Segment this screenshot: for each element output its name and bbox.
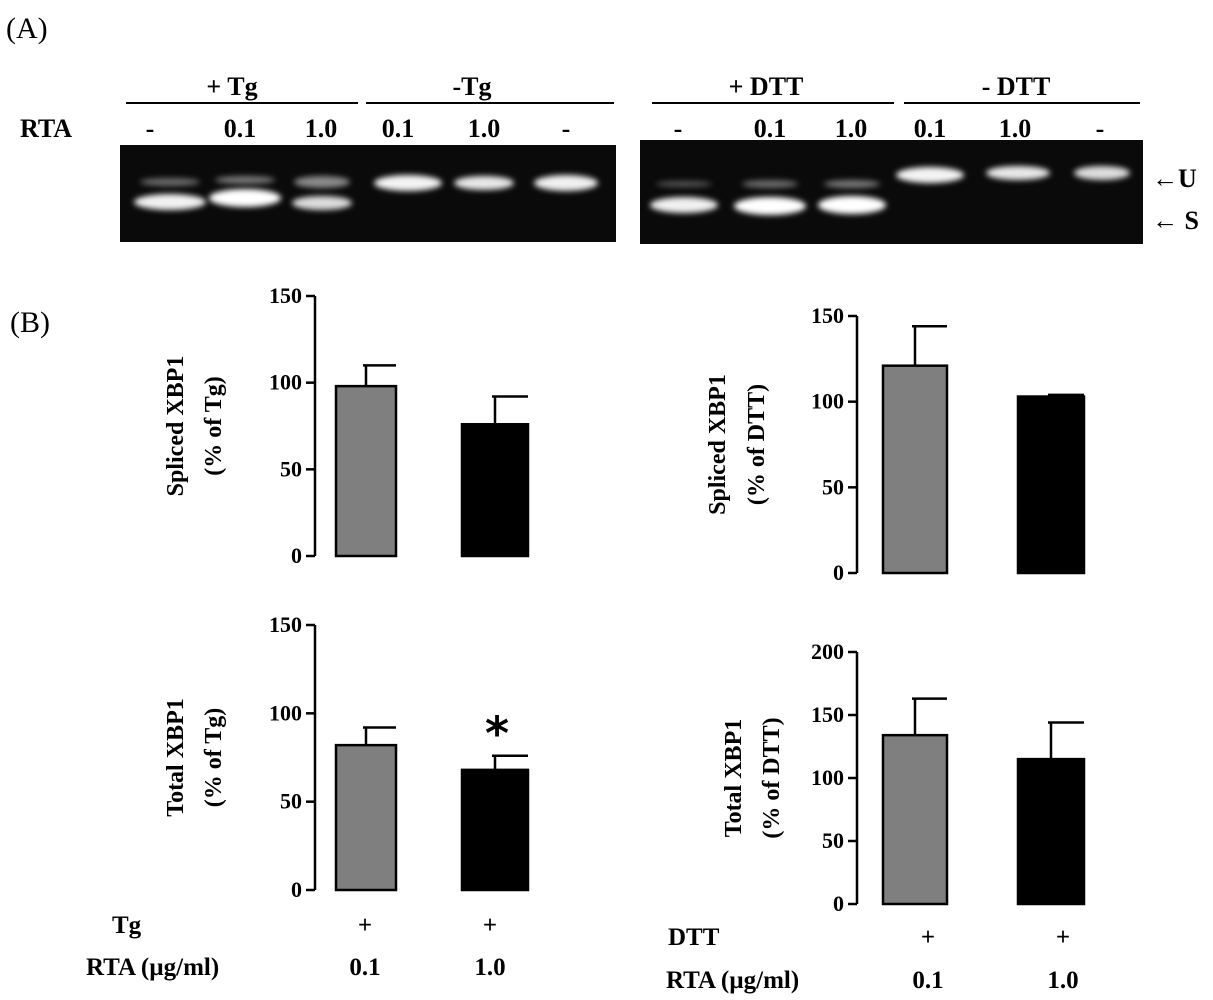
bar <box>1016 757 1086 906</box>
bar <box>881 733 949 906</box>
y-tick-label: 50 <box>280 456 302 481</box>
y-axis-title: (% of DTT) <box>759 717 785 838</box>
bar <box>460 423 530 558</box>
y-tick-label: 100 <box>269 370 302 395</box>
lane-label: 0.1 <box>914 114 947 143</box>
group-label-minus-dtt: - DTT <box>982 72 1051 101</box>
y-tick-label: 150 <box>811 303 844 328</box>
lane-label: 1.0 <box>999 114 1032 143</box>
panel-b-label: (B) <box>10 306 50 339</box>
y-tick-label: 0 <box>291 543 302 568</box>
lane-label: 0.1 <box>224 114 257 143</box>
y-axis-title: Total XBP1 <box>721 719 747 837</box>
condition-label-rta: RTA (µg/ml) <box>86 954 219 981</box>
lane-label: - <box>146 114 155 143</box>
panel-a-label: (A) <box>6 12 48 45</box>
lane-label: - <box>1096 114 1105 143</box>
condition-label-rta: RTA (µg/ml) <box>666 967 799 994</box>
y-tick-label: 50 <box>822 474 844 499</box>
y-tick-label: 50 <box>822 828 844 853</box>
lane-label: 0.1 <box>382 114 415 143</box>
y-tick-label: 150 <box>269 612 302 637</box>
condition-value: 1.0 <box>474 954 505 981</box>
y-tick-label: 150 <box>269 283 302 308</box>
y-axis-title: Spliced XBP1 <box>705 374 731 515</box>
group-label-plus-dtt: + DTT <box>729 72 804 101</box>
condition-value: + <box>1056 924 1070 951</box>
significance-marker: * <box>485 707 509 761</box>
lane-label: 1.0 <box>468 114 501 143</box>
bar-chart-1: 0 50 100 150 Spliced XBP1 (% of Tg) <box>163 283 530 568</box>
lane-label: - <box>674 114 683 143</box>
lane-label: 0.1 <box>754 114 787 143</box>
bar <box>1016 395 1086 575</box>
y-axis-title: (% of DTT) <box>744 384 770 505</box>
bar <box>334 743 398 892</box>
lane-label: 1.0 <box>835 114 868 143</box>
bar <box>460 768 530 892</box>
bar <box>334 384 398 558</box>
condition-value: + <box>483 912 497 939</box>
band-label-unspliced: ←U <box>1152 164 1197 193</box>
y-axis-title: (% of Tg) <box>201 708 227 808</box>
band-label-spliced: ← S <box>1152 206 1199 235</box>
y-tick-label: 150 <box>811 702 844 727</box>
condition-label-dtt: DTT <box>668 924 720 951</box>
y-tick-label: 100 <box>811 765 844 790</box>
bar-chart-2: 0 50 100 150 Spliced XBP1 (% of DTT) <box>705 303 1086 585</box>
group-label-minus-tg: -Tg <box>453 72 492 101</box>
condition-value: + <box>921 924 935 951</box>
y-tick-label: 100 <box>269 700 302 725</box>
condition-label-tg: Tg <box>112 912 142 939</box>
y-tick-label: 0 <box>833 560 844 585</box>
y-axis-title: (% of Tg) <box>201 376 227 476</box>
condition-value: + <box>358 912 372 939</box>
rta-row-label: RTA <box>20 114 72 143</box>
condition-value: 1.0 <box>1047 967 1078 994</box>
y-tick-label: 50 <box>280 789 302 814</box>
group-label-plus-tg: + Tg <box>206 72 257 101</box>
bar-charts: 0 50 100 150 Spliced XBP1 (% of Tg) 0 50 100 150 S… <box>163 283 1086 916</box>
bar-chart-3: 0 50 100 150 Total XBP1 (% of Tg) * <box>163 612 530 902</box>
lane-label: - <box>562 114 571 143</box>
condition-value: 0.1 <box>912 967 943 994</box>
y-tick-label: 100 <box>811 389 844 414</box>
bar <box>881 364 949 575</box>
y-tick-label: 0 <box>291 877 302 902</box>
gel-image-left <box>120 145 616 242</box>
lane-label: 1.0 <box>305 114 338 143</box>
y-tick-label: 200 <box>811 639 844 664</box>
y-axis-title: Spliced XBP1 <box>163 356 189 497</box>
y-axis-title: Total XBP1 <box>163 698 189 816</box>
y-tick-label: 0 <box>833 891 844 916</box>
gel-image-right <box>640 140 1143 244</box>
bar-chart-4: 0 50 100 150 200 Total XBP1 (% of DTT) <box>721 639 1086 916</box>
condition-value: 0.1 <box>349 954 380 981</box>
